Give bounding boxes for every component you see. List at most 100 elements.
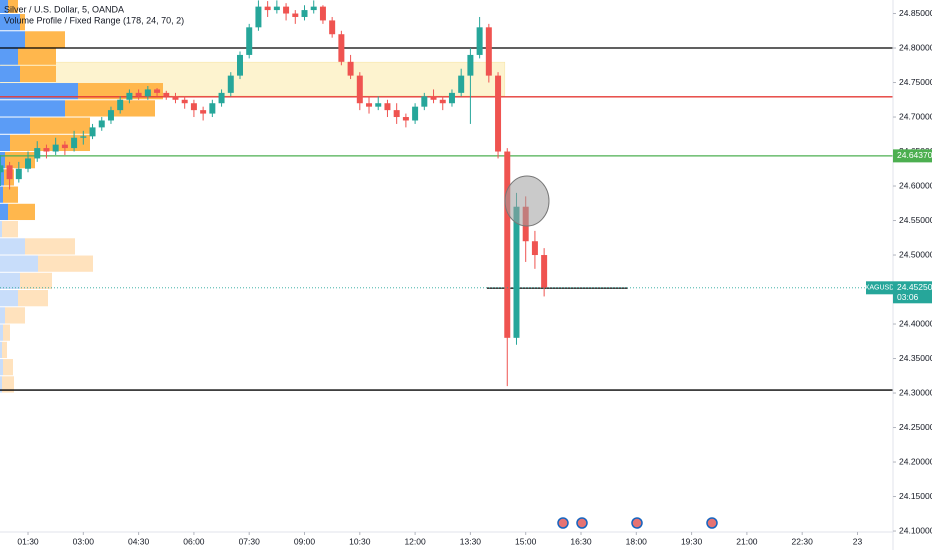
profile-down [18,48,56,65]
profile-down [5,307,25,324]
x-tick-label: 18:00 [626,536,648,546]
profile-up [0,100,65,117]
y-tick-label: 24.85000 [899,8,932,18]
profile-up [0,324,3,341]
profile-down [20,272,52,290]
y-tick-label: 24.25000 [899,422,932,432]
y-tick-label: 24.20000 [899,456,932,466]
candle-body [236,54,243,76]
candle-body [421,96,428,107]
profile-down [8,203,35,221]
profile-up [0,186,3,203]
candle-body [126,92,133,100]
x-tick-label: 16:30 [570,536,592,546]
event-icon[interactable] [576,517,588,529]
candle-body [0,165,4,173]
profile-up [0,65,20,83]
symbol-tag [866,281,893,295]
x-tick-label: 13:30 [460,536,482,546]
y-tick-label: 24.10000 [899,525,932,535]
profile-down [78,83,163,100]
countdown-label: 03:06 [897,292,919,302]
x-tick-label: 09:00 [294,536,316,546]
candle-body [384,103,391,111]
candle-body [458,75,465,93]
y-tick-label: 24.35000 [899,353,932,363]
profile-down [20,14,25,31]
profile-up [0,0,8,14]
profile-down [25,238,75,255]
symbol-tag-label: XAGUSD [865,285,895,292]
candle-body [531,241,538,256]
candle-body [190,103,197,111]
candle-body [61,144,68,149]
candle-body [448,92,455,104]
profile-down [2,341,7,359]
x-tick-label: 06:00 [183,536,205,546]
candle-body [504,151,511,338]
event-icon[interactable] [631,517,643,529]
price-tag [893,281,932,304]
level-tag-label: 24.64370 [897,150,932,160]
candle-body [6,165,13,180]
price-tag-label: 24.45250 [897,282,932,292]
profile-up [0,290,18,307]
candle-body [80,136,87,138]
x-tick-label: 04:30 [128,536,150,546]
candle-body [366,103,373,107]
profile-up [0,255,38,272]
candle-body [541,255,548,288]
candle-body [338,34,345,62]
candle-body [375,103,382,107]
profile-down [10,134,90,152]
candle-body [15,168,22,180]
candle-body [98,120,105,128]
candle-body [181,99,188,104]
candle-body [467,54,474,76]
candle-body [347,61,354,76]
highlight-ellipse [504,175,550,227]
profile-up [0,221,2,238]
x-tick-label: 07:30 [239,536,261,546]
event-icon[interactable] [706,517,718,529]
candle-body [273,6,280,11]
x-tick-label: 01:30 [17,536,39,546]
candle-body [319,6,326,21]
profile-down [38,255,93,272]
y-tick-label: 24.75000 [899,77,932,87]
candle-body [495,75,502,152]
candle-body [34,148,41,159]
candle-body [246,27,253,55]
candle-body [292,13,299,17]
profile-down [3,186,18,203]
profile-down [3,359,13,376]
candle-body [283,6,290,14]
y-tick-label: 24.30000 [899,387,932,397]
y-tick-label: 24.55000 [899,215,932,225]
candle-body [227,75,234,93]
y-tick-label: 24.15000 [899,491,932,501]
profile-down [3,324,10,341]
candle-body [356,75,363,104]
candle-body [117,99,124,111]
profile-up [0,134,10,152]
candle-body [107,110,114,121]
y-tick-label: 24.60000 [899,180,932,190]
candle-body [200,110,207,114]
plot-area [0,0,893,393]
candle-body [476,27,483,55]
x-tick-label: 10:30 [349,536,371,546]
candle-body [310,6,317,11]
candle-body [172,96,179,100]
profile-up [0,83,78,100]
chart-title: Silver / U.S. Dollar, 5, OANDA [4,4,124,14]
candle-body [255,6,262,28]
candle-body [135,92,142,97]
y-tick-label: 24.70000 [899,111,932,121]
event-icon [557,517,569,529]
candle-body [52,144,59,152]
candle-body [412,106,419,121]
profile-up [0,376,2,393]
candle-body [485,27,492,76]
profile-down [18,290,48,307]
